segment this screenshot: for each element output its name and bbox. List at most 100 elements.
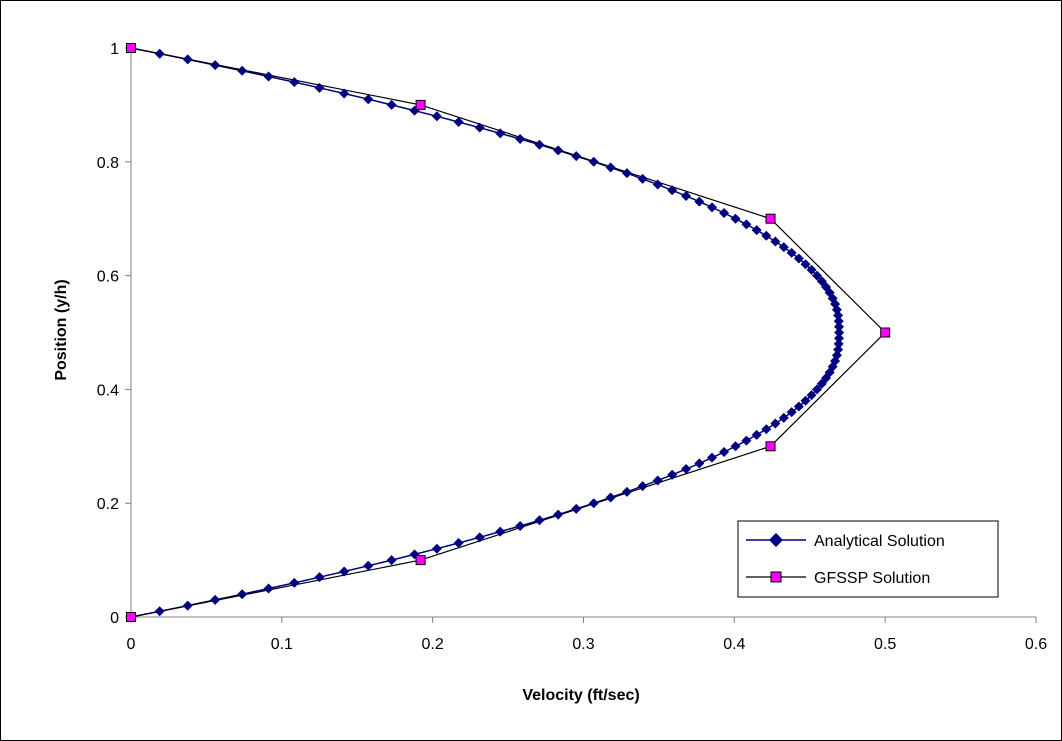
analytical-point (652, 475, 663, 486)
analytical-point (431, 543, 442, 554)
analytical-point (667, 185, 678, 196)
analytical-point (553, 509, 564, 520)
gfssp-point (126, 43, 136, 53)
x-tick-label: 0.2 (422, 636, 444, 653)
legend-box (737, 520, 999, 598)
legend: Analytical Solution GFSSP Solution (737, 520, 999, 598)
analytical-point (237, 65, 248, 76)
analytical-point (778, 412, 789, 423)
analytical-point (474, 532, 485, 543)
analytical-point (314, 572, 325, 583)
analytical-point (793, 253, 804, 264)
analytical-point (770, 236, 781, 247)
analytical-point (621, 168, 632, 179)
analytical-point (806, 264, 817, 275)
analytical-point (474, 122, 485, 133)
analytical-point (681, 190, 692, 201)
analytical-point (694, 196, 705, 207)
analytical-point (770, 418, 781, 429)
analytical-point (834, 333, 845, 344)
analytical-point (786, 247, 797, 258)
analytical-point (621, 486, 632, 497)
analytical-point (386, 99, 397, 110)
x-tick-label: 0.1 (271, 636, 293, 653)
analytical-point (751, 429, 762, 440)
legend-analytical-label: Analytical Solution (814, 533, 945, 550)
legend-analytical-marker (769, 533, 783, 547)
analytical-point (719, 208, 730, 219)
analytical-point (811, 270, 822, 281)
analytical-point (210, 60, 221, 71)
analytical-point (741, 435, 752, 446)
analytical-point (534, 139, 545, 150)
y-tick-label: 0.2 (97, 496, 119, 513)
analytical-point (637, 173, 648, 184)
analytical-point (833, 344, 844, 355)
x-tick-label: 0.5 (874, 636, 896, 653)
analytical-point (289, 577, 300, 588)
x-axis-title: Velocity (ft/sec) (522, 687, 639, 704)
analytical-point (681, 464, 692, 475)
y-axis-title: Position (y/h) (53, 279, 70, 380)
y-tick-label: 0.6 (97, 269, 119, 286)
gfssp-point (126, 612, 136, 622)
analytical-point (431, 111, 442, 122)
x-tick-label: 0 (127, 636, 136, 653)
analytical-point (786, 407, 797, 418)
analytical-point (263, 71, 274, 82)
analytical-point (605, 162, 616, 173)
analytical-point (553, 145, 564, 156)
y-tick-label: 0.4 (97, 382, 119, 399)
analytical-point (289, 77, 300, 88)
analytical-point (386, 555, 397, 566)
analytical-point (751, 225, 762, 236)
analytical-point (571, 151, 582, 162)
analytical-point (453, 116, 464, 127)
analytical-point (816, 276, 827, 287)
analytical-point (800, 259, 811, 270)
analytical-point (834, 327, 845, 338)
gfssp-point (880, 327, 891, 338)
analytical-point (667, 469, 678, 480)
analytical-point (811, 384, 822, 395)
gfssp-point (415, 555, 426, 566)
analytical-point (707, 202, 718, 213)
analytical-point (453, 538, 464, 549)
analytical-point (515, 520, 526, 531)
analytical-point (730, 213, 741, 224)
analytical-point (339, 88, 350, 99)
legend-gfssp-marker (770, 571, 782, 583)
analytical-point (833, 316, 844, 327)
analytical-point (588, 498, 599, 509)
analytical-point (495, 526, 506, 537)
analytical-point (707, 452, 718, 463)
analytical-point (833, 338, 844, 349)
series-layer (126, 43, 891, 622)
legend-gfssp-label: GFSSP Solution (814, 570, 930, 587)
analytical-point (495, 128, 506, 139)
analytical-point (534, 515, 545, 526)
analytical-point (719, 446, 730, 457)
analytical-point (314, 82, 325, 93)
analytical-point (339, 566, 350, 577)
analytical-point (800, 395, 811, 406)
analytical-point (210, 594, 221, 605)
gfssp-point (765, 441, 776, 452)
gfssp-point (765, 213, 776, 224)
x-tick-label: 0.4 (723, 636, 745, 653)
analytical-point (588, 156, 599, 167)
analytical-point (761, 424, 772, 435)
analytical-point (182, 54, 193, 65)
y-tick-label: 0.8 (97, 155, 119, 172)
analytical-point (694, 458, 705, 469)
analytical-point (778, 242, 789, 253)
analytical-point (637, 481, 648, 492)
analytical-point (571, 503, 582, 514)
axes-layer: 0 0.1 0.2 0.3 0.4 0.5 0.6 0 0.2 0.4 0.6 0.8 1 (97, 41, 1047, 653)
analytical-point (182, 600, 193, 611)
y-tick-label: 1 (110, 41, 119, 58)
analytical-point (263, 583, 274, 594)
analytical-point (793, 401, 804, 412)
